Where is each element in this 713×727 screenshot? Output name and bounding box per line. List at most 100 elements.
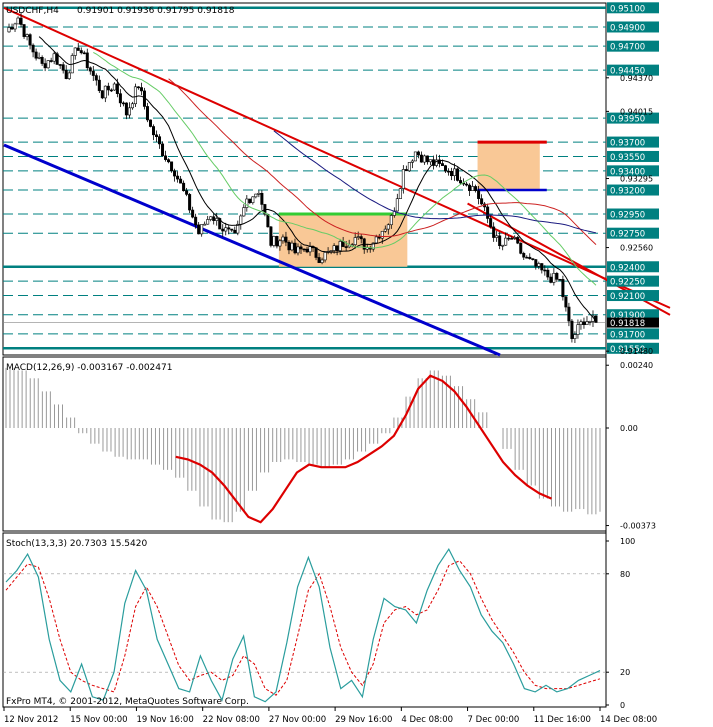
candle-body — [284, 236, 288, 243]
candle-body — [236, 223, 240, 234]
price-level-label: 0.94900 — [610, 23, 645, 33]
candle-body — [130, 103, 134, 109]
candle-body — [176, 175, 180, 180]
time-axis-label: 4 Dec 08:00 — [401, 715, 453, 725]
candle-body — [552, 273, 556, 283]
candle-body — [410, 160, 414, 163]
candle-body — [419, 154, 423, 163]
price-axis-tick-label: 0.94015 — [620, 107, 653, 116]
candle-body — [471, 186, 475, 191]
candle-body — [185, 190, 189, 195]
candle-body — [573, 334, 577, 339]
candle-body — [16, 17, 20, 25]
candle-body — [43, 63, 47, 69]
candle-body — [64, 69, 68, 79]
candle-body — [540, 263, 544, 271]
candle-body — [465, 183, 469, 186]
price-level-label: 0.95100 — [610, 4, 645, 14]
candle-body — [546, 269, 550, 278]
candle-body — [61, 64, 65, 71]
candle-body — [588, 321, 592, 323]
candle-body — [468, 184, 472, 191]
candle-body — [124, 102, 128, 116]
moving-average-line — [38, 36, 597, 322]
candle-body — [230, 228, 234, 231]
price-level-tag — [607, 227, 659, 239]
candle-body — [407, 162, 411, 172]
candle-body — [133, 86, 137, 105]
candle-body — [248, 198, 252, 204]
candle-body — [374, 236, 378, 244]
stoch-pane[interactable] — [2, 532, 607, 708]
price-level-label: 0.92750 — [610, 230, 645, 240]
candle-body — [155, 134, 159, 137]
price-level-tag — [607, 150, 659, 162]
candle-body — [233, 229, 237, 234]
price-level-label: 0.93700 — [610, 139, 645, 149]
candle-body — [450, 170, 454, 177]
price-level-tag — [607, 21, 659, 33]
candle-body — [58, 64, 62, 66]
candle-body — [443, 165, 447, 172]
candle-body — [389, 215, 393, 226]
stoch-axis-label: 0 — [620, 701, 625, 710]
candle-body — [456, 168, 460, 181]
stoch-main-line — [5, 548, 601, 703]
candle-body — [296, 246, 300, 254]
candle-body — [513, 237, 517, 239]
candle-body — [531, 258, 535, 260]
candle-body — [182, 182, 186, 192]
stoch-axis-label: 20 — [620, 668, 630, 677]
candle-body — [564, 296, 568, 308]
candle-body — [474, 186, 478, 192]
candle-body — [278, 240, 282, 247]
candle-body — [576, 324, 580, 335]
price-level-label: 0.94450 — [610, 67, 645, 77]
candle-body — [359, 236, 363, 240]
price-level-label: 0.93400 — [610, 167, 645, 177]
candle-body — [585, 321, 589, 325]
price-level-tag — [607, 290, 659, 302]
candle-body — [281, 236, 285, 242]
candle-body — [398, 188, 402, 199]
candle-body — [82, 52, 86, 55]
stochastic-indicator: 100 80 20 0 — [3, 537, 635, 710]
candle-body — [272, 236, 276, 246]
price-level-tag — [607, 275, 659, 287]
time-axis-label: 15 Nov 00:00 — [70, 715, 127, 725]
candle-body — [386, 224, 390, 230]
price-level-label: 0.93550 — [610, 153, 645, 163]
candle-body — [73, 47, 77, 56]
candle-body — [245, 198, 249, 208]
price-level-label: 0.92100 — [610, 292, 645, 302]
candle-body — [88, 67, 92, 72]
time-axis-label: 14 Dec 08:00 — [600, 715, 657, 725]
candle-body — [55, 53, 59, 65]
price-axis-tick-label: 0.91480 — [620, 347, 653, 356]
candle-body — [28, 34, 32, 46]
candle-body — [161, 143, 165, 157]
moving-averages — [38, 36, 597, 322]
price-level-tag — [607, 261, 659, 273]
candle-body — [489, 218, 493, 228]
price-axis-tick-label: 0.93295 — [620, 175, 653, 184]
candle-body — [477, 190, 481, 199]
candle-body — [344, 246, 348, 248]
candle-body — [480, 198, 484, 205]
price-level-tag — [607, 136, 659, 148]
candle-body — [109, 89, 113, 92]
candle-body — [440, 163, 444, 166]
stoch-label: Stoch(13,3,3) 20.7303 15.5420 — [6, 539, 147, 549]
candle-body — [94, 75, 98, 81]
candle-body — [85, 52, 89, 69]
candle-body — [501, 244, 505, 247]
candle-body — [416, 151, 420, 156]
time-axis-label: 19 Nov 16:00 — [136, 715, 193, 725]
candle-body — [251, 196, 255, 204]
candle-body — [34, 51, 38, 59]
time-axis-label: 27 Nov 00:00 — [269, 715, 326, 725]
candle-body — [335, 245, 339, 251]
candle-body — [401, 169, 405, 189]
time-axis-label: 7 Dec 00:00 — [468, 715, 520, 725]
